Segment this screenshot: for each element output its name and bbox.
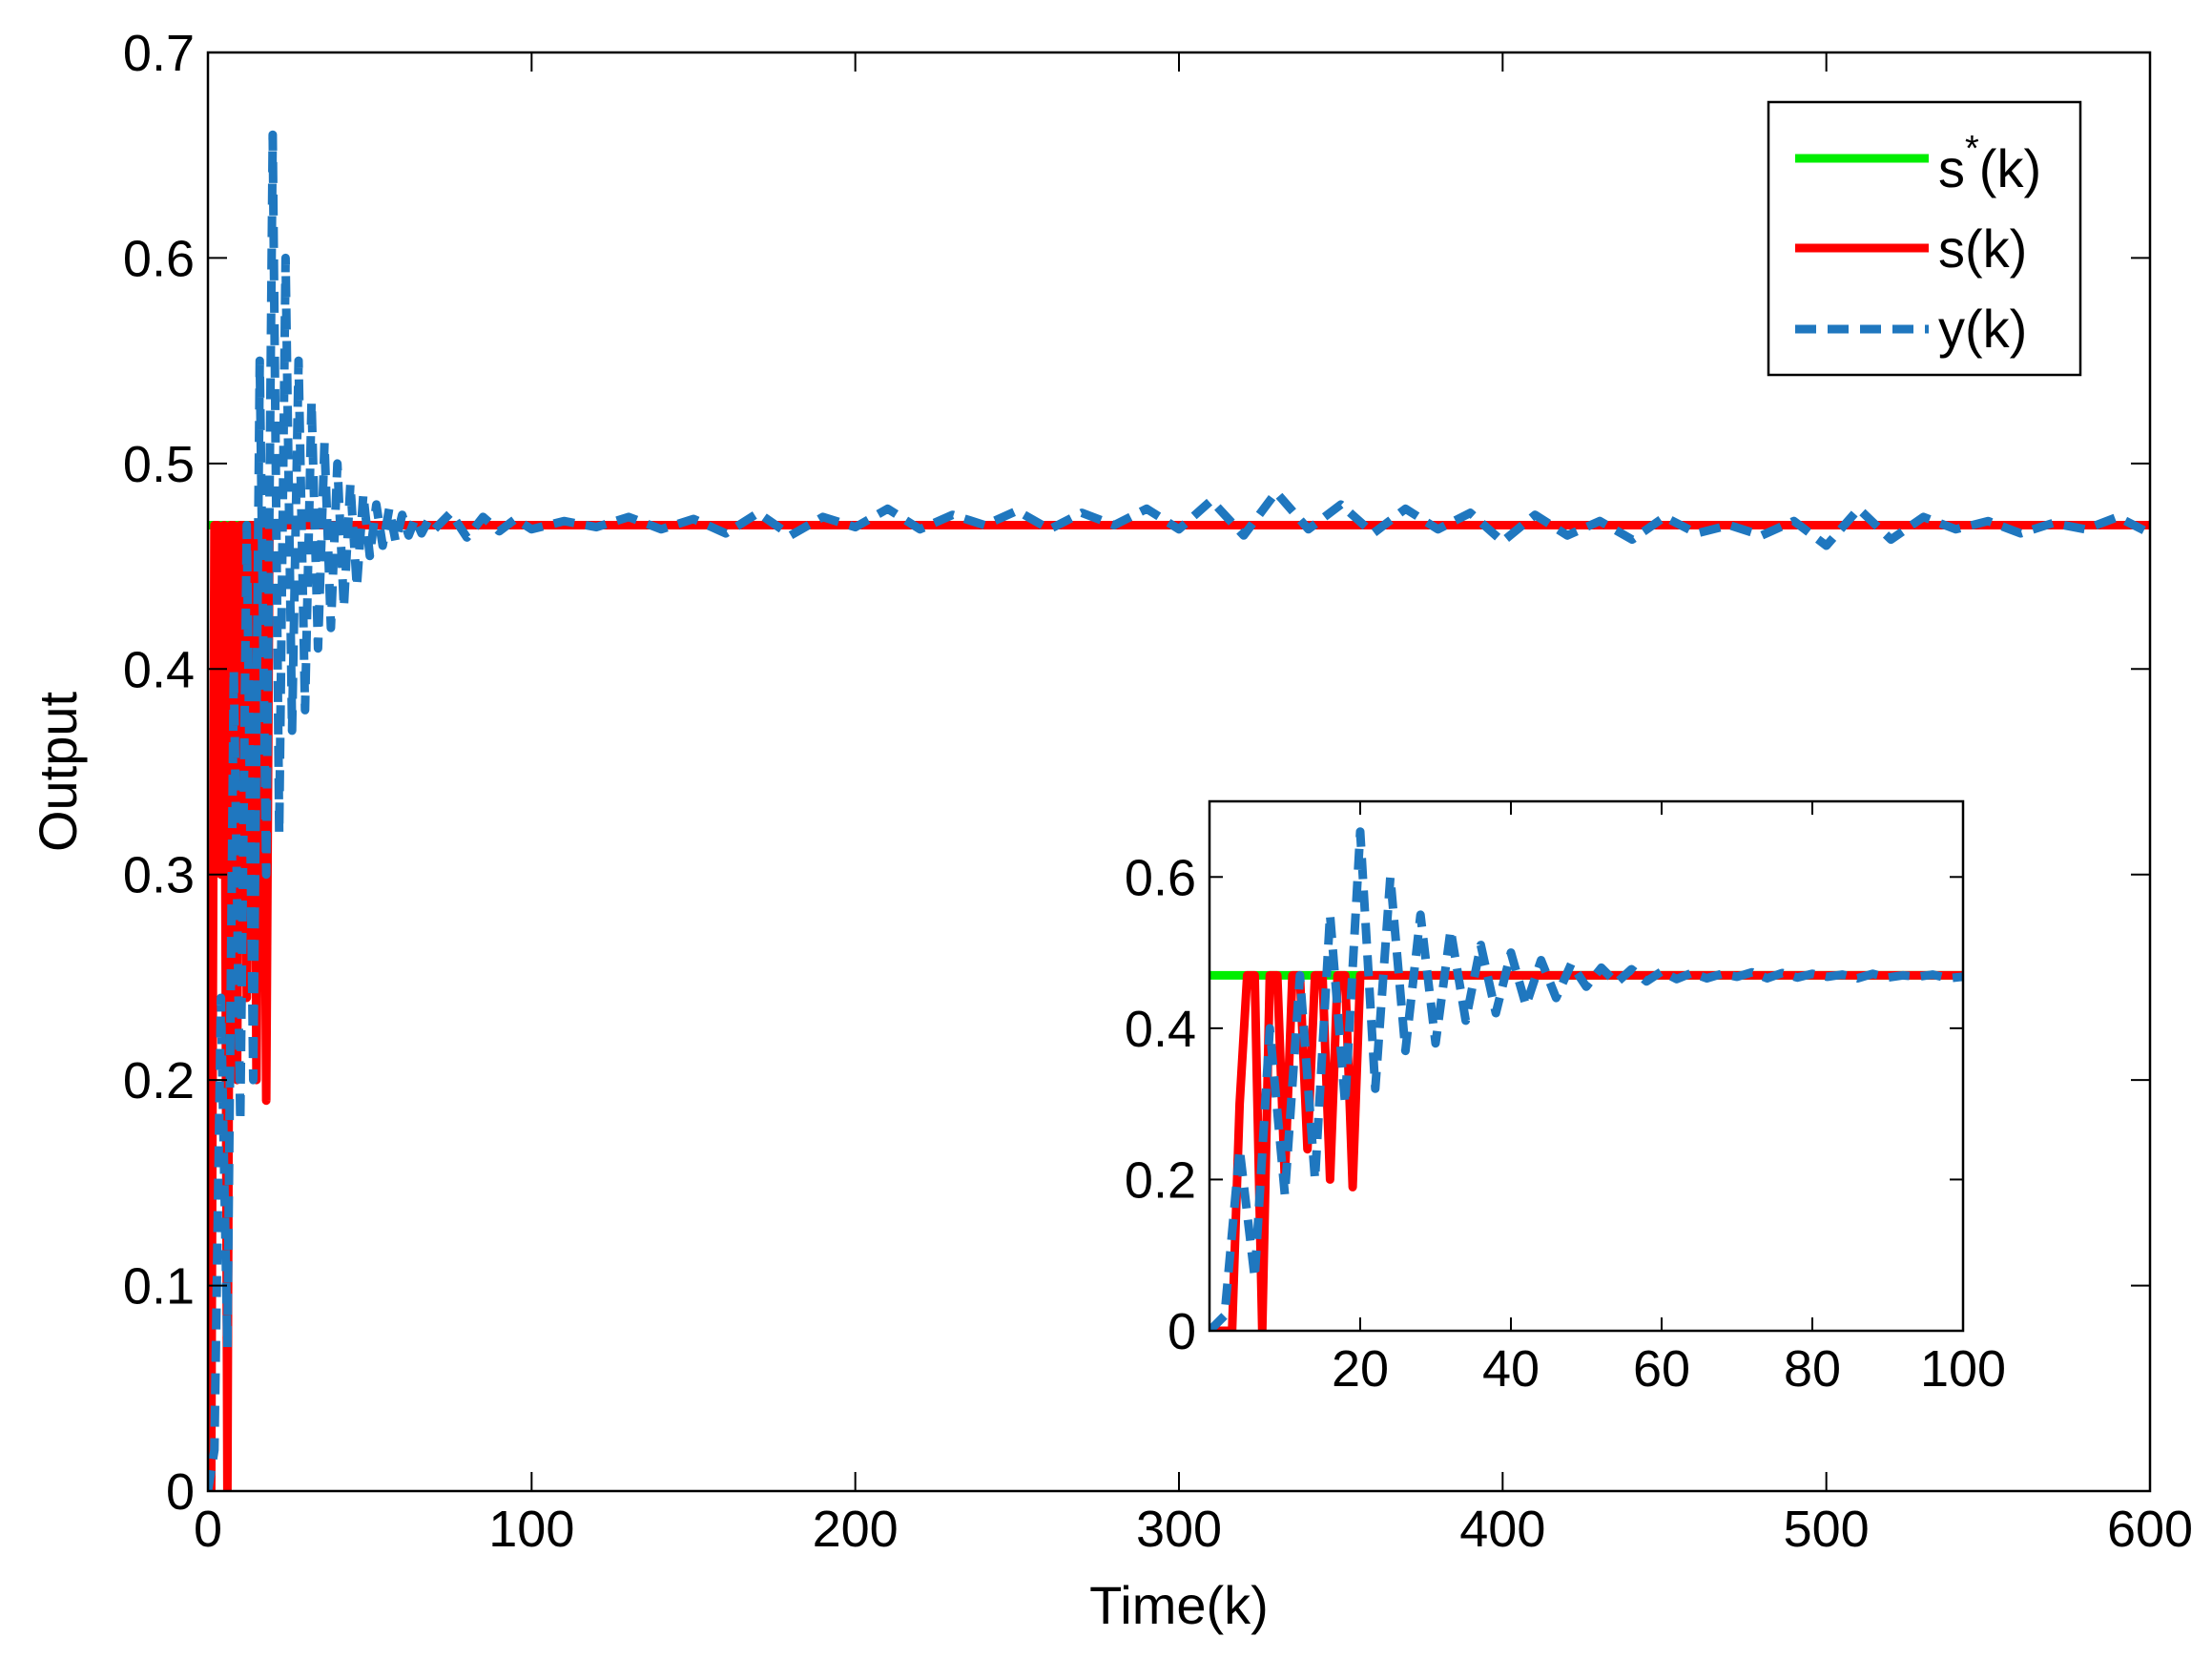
main-y-tick-label: 0.3 — [123, 847, 195, 904]
inset-x-tick-label: 20 — [1332, 1340, 1389, 1398]
main-x-tick-label: 0 — [194, 1501, 222, 1558]
main-ticks: 0 100 200 300 400 500 60000.10.20.30.40.50.60.… — [123, 25, 2193, 1558]
legend-label-s-star-rest: (k) — [1979, 138, 2041, 198]
inset-y-tick-label: 0.6 — [1125, 849, 1196, 906]
y-axis-title: Output — [28, 692, 88, 853]
legend-label-s: s(k) — [1938, 218, 2027, 279]
main-series-yk-line — [208, 130, 2150, 1491]
main-y-tick-label: 0.5 — [123, 436, 195, 493]
inset-plot: 20 40 60 80 100 0 0.2 0.4 0.6 — [1125, 799, 2006, 1398]
main-x-tick-label: 300 — [1136, 1501, 1222, 1558]
inset-y-tick-label: 0.4 — [1125, 1001, 1196, 1058]
main-y-tick-label: 0.6 — [123, 230, 195, 287]
inset-x-tick-label: 40 — [1482, 1340, 1540, 1398]
inset-series-layer — [1209, 827, 1963, 1331]
inset-x-tick-label: 60 — [1633, 1340, 1690, 1398]
legend-label-s-star: s*(k) — [1938, 129, 2041, 198]
legend-label-s-rest: (k) — [1965, 218, 2027, 279]
inset-x-tick-label: 100 — [1920, 1340, 2006, 1398]
legend-label-s-base: s — [1938, 218, 1965, 279]
legend: s*(k) s(k) y(k) — [1767, 100, 2082, 377]
main-y-tick-label: 0.7 — [123, 25, 195, 82]
main-x-tick-label: 200 — [813, 1501, 899, 1558]
main-y-tick-label: 0.2 — [123, 1052, 195, 1109]
main-x-tick-label: 500 — [1784, 1501, 1870, 1558]
x-axis-title: Time(k) — [1089, 1575, 1269, 1635]
legend-label-y: y(k) — [1938, 299, 2027, 359]
inset-x-tick-label: 80 — [1784, 1340, 1841, 1398]
inset-plot-frame — [1208, 799, 1965, 1333]
main-x-tick-label: 100 — [488, 1501, 574, 1558]
main-y-tick-label: 0 — [166, 1463, 195, 1521]
inset-y-tick-label: 0 — [1168, 1303, 1196, 1360]
legend-label-s-star-base: s — [1938, 138, 1965, 198]
main-y-tick-label: 0.4 — [123, 641, 195, 698]
main-series-layer — [208, 130, 2150, 1491]
legend-label-y-rest: (k) — [1965, 299, 2027, 359]
main-x-tick-label: 600 — [2107, 1501, 2193, 1558]
legend-box — [1767, 100, 2082, 377]
legend-label-s-star-sup: * — [1965, 129, 1979, 169]
inset-y-tick-label: 0.2 — [1125, 1151, 1196, 1209]
main-x-tick-label: 400 — [1459, 1501, 1545, 1558]
inset-ticks: 20 40 60 80 100 0 0.2 0.4 0.6 — [1125, 801, 2006, 1398]
inset-series-yk-line — [1209, 827, 1963, 1331]
legend-label-y-base: y — [1938, 299, 1965, 359]
main-y-tick-label: 0.1 — [123, 1258, 195, 1316]
